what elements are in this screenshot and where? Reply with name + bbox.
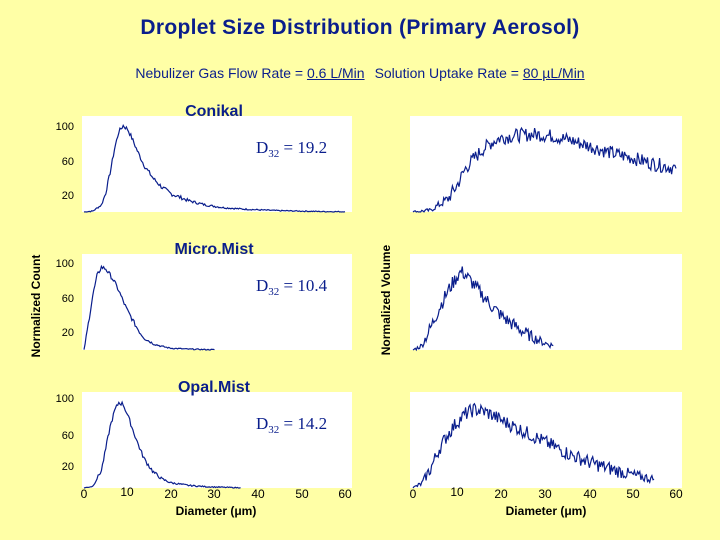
chart-title: Droplet Size Distribution (Primary Aeros… (140, 16, 580, 39)
volume-trace-1 (412, 266, 554, 352)
volume-trace-2 (412, 402, 655, 489)
panel-title-conikal: Conikal (185, 103, 243, 120)
y-tick-label: 20 (62, 461, 74, 473)
d32-annotation-opalmist: D32 = 14.2 (256, 414, 327, 436)
y-tick-label: 100 (56, 121, 74, 133)
y-tick-label: 20 (62, 190, 74, 202)
count-panel-micromist (82, 254, 352, 350)
count-panel-opalmist (82, 392, 352, 488)
x-axis-label-left: Diameter (μm) (176, 504, 257, 518)
subtitle-uptake-value: 80 µL/Min (522, 65, 585, 81)
panel-title-micromist: Micro.Mist (174, 241, 254, 258)
count-trace-0 (83, 123, 346, 213)
subtitle-flow-value: 0.6 L/Min (306, 65, 365, 81)
volume-panel-micromist (410, 254, 682, 350)
right-y-axis-label: Normalized Volume (379, 244, 393, 355)
x-tick-label: 50 (295, 487, 309, 501)
x-tick-label: 0 (81, 487, 88, 501)
subtitle-flow-prefix: Nebulizer Gas Flow Rate = (135, 65, 307, 81)
y-tick-label: 60 (62, 156, 74, 168)
count-trace-1 (83, 264, 215, 351)
x-tick-label: 30 (207, 487, 221, 501)
panel-title-opalmist: Opal.Mist (178, 379, 251, 396)
x-tick-label: 60 (338, 487, 352, 501)
y-tick-label: 100 (56, 393, 74, 405)
subtitle-uptake-prefix: Solution Uptake Rate = (374, 65, 523, 81)
x-tick-label: 10 (450, 485, 464, 499)
y-tick-label: 100 (56, 258, 74, 270)
chart-subtitle: Nebulizer Gas Flow Rate = 0.6 L/Min Solut… (0, 65, 720, 81)
volume-panel-opalmist (410, 392, 682, 488)
x-tick-label: 10 (120, 485, 134, 499)
x-tick-label: 40 (251, 487, 265, 501)
x-tick-label: 20 (164, 487, 178, 501)
x-tick-label: 30 (538, 487, 552, 501)
x-tick-label: 60 (669, 487, 683, 501)
d32-annotation-micromist: D32 = 10.4 (256, 276, 328, 298)
x-axis-label-right: Diameter (μm) (506, 504, 587, 518)
left-y-axis-label: Normalized Count (29, 255, 43, 358)
count-trace-2 (83, 400, 241, 489)
x-tick-label: 20 (494, 487, 508, 501)
y-tick-label: 60 (62, 293, 74, 305)
volume-trace-0 (412, 126, 677, 213)
y-tick-label: 60 (62, 430, 74, 442)
x-tick-label: 50 (626, 487, 640, 501)
y-tick-label: 20 (62, 327, 74, 339)
x-tick-label: 40 (583, 487, 597, 501)
d32-annotation-conikal: D32 = 19.2 (256, 138, 327, 160)
x-tick-label: 0 (410, 487, 417, 501)
count-panel-conikal (82, 116, 352, 212)
